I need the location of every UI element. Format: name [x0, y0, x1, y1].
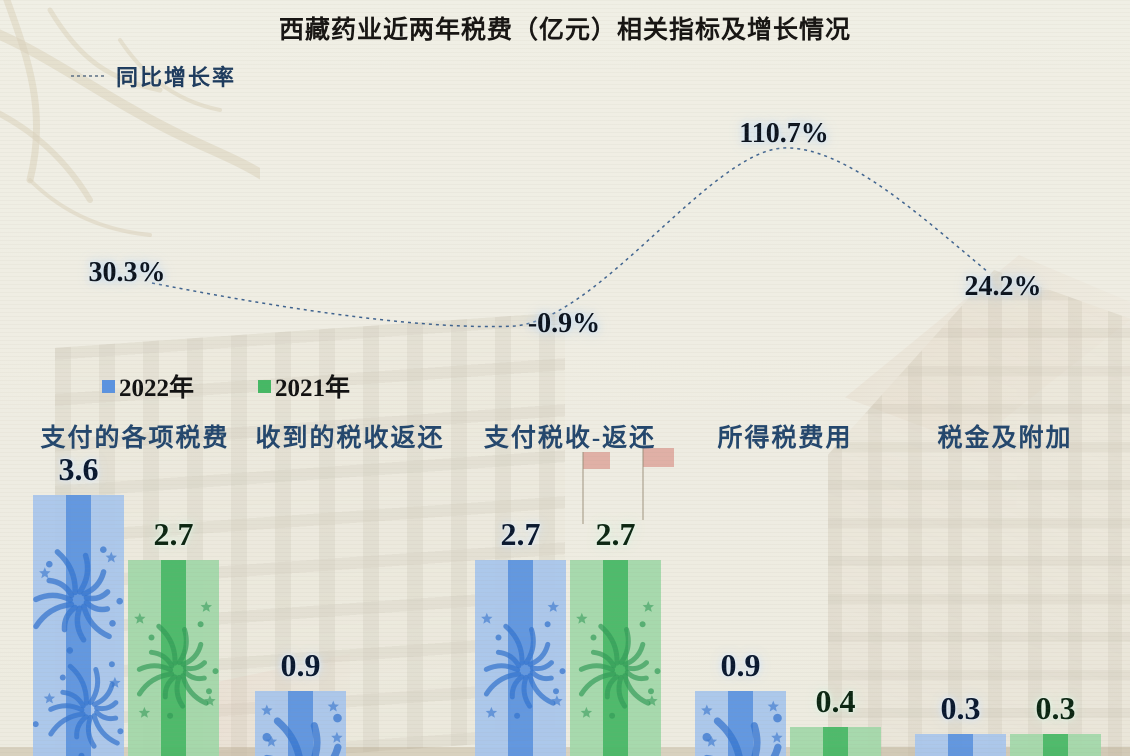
legend-swatch-2021 [258, 379, 272, 393]
dashed-line-icon [71, 75, 107, 77]
firework-pattern [481, 601, 566, 719]
firework-pattern [134, 601, 219, 719]
line-legend-label: 同比增长率 [116, 65, 237, 90]
bar-value-label-2022年-cat1: 3.6 [58, 451, 99, 487]
bar-2021年-cat5 [1010, 734, 1101, 756]
growth-label-2: -0.9% [527, 308, 601, 339]
bar-2022年-cat3 [475, 560, 566, 756]
legend-item-2022: 2022年 [102, 368, 194, 404]
red-flag-watermark [582, 452, 610, 524]
bar-value-label-2022年-cat4: 0.9 [720, 647, 761, 683]
firework-pattern [701, 700, 783, 756]
firework-pattern [1010, 734, 1101, 756]
bar-value-label-2021年-cat1: 2.7 [153, 516, 194, 552]
bar-2022年-cat5 [915, 734, 1006, 756]
bar-value-label-2022年-cat3: 2.7 [500, 516, 541, 552]
firework-pattern [261, 700, 343, 756]
category-label-5: 税金及附加 [937, 425, 1073, 452]
legend-label-2022: 2022年 [119, 375, 195, 402]
bar-2021年-cat3 [570, 560, 661, 756]
bar-2022年-cat1 [33, 495, 124, 756]
legend-swatch-2022 [102, 379, 115, 393]
category-label-4: 所得税费用 [717, 425, 853, 452]
bar-2022年-cat2 [255, 691, 346, 756]
category-label-1: 支付的各项税费 [40, 425, 230, 452]
legend-item-2021: 2021年 [258, 368, 350, 404]
line-legend: 同比增长率 [70, 60, 236, 92]
tree-watermark-image [0, 0, 260, 237]
bar-value-label-2021年-cat3: 2.7 [595, 516, 636, 552]
bar-value-label-2021年-cat5: 0.3 [1035, 690, 1076, 726]
firework-pattern [790, 727, 881, 756]
bar-2022年-cat4 [695, 691, 786, 756]
firework-pattern [576, 601, 661, 719]
bar-value-label-2021年-cat4: 0.4 [815, 683, 856, 719]
growth-label-3: 110.7% [739, 118, 829, 149]
chart-title: 西藏药业近两年税费（亿元）相关指标及增长情况 [278, 17, 851, 44]
firework-pattern [915, 734, 1006, 756]
legend-label-2021: 2021年 [275, 375, 351, 402]
growth-label-4: 24.2% [964, 271, 1042, 302]
bar-value-label-2022年-cat5: 0.3 [940, 690, 981, 726]
category-label-2: 收到的税收返还 [255, 425, 445, 452]
bar-value-label-2022年-cat2: 0.9 [280, 647, 321, 683]
series-legend: 2022年 2021年 [102, 368, 414, 404]
bar-2021年-cat1 [128, 560, 219, 756]
firework-pattern [33, 546, 124, 756]
bar-2021年-cat4 [790, 727, 881, 756]
category-label-3: 支付税收-返还 [483, 425, 657, 452]
red-flag-watermark [642, 448, 674, 520]
growth-label-1: 30.3% [88, 257, 166, 288]
